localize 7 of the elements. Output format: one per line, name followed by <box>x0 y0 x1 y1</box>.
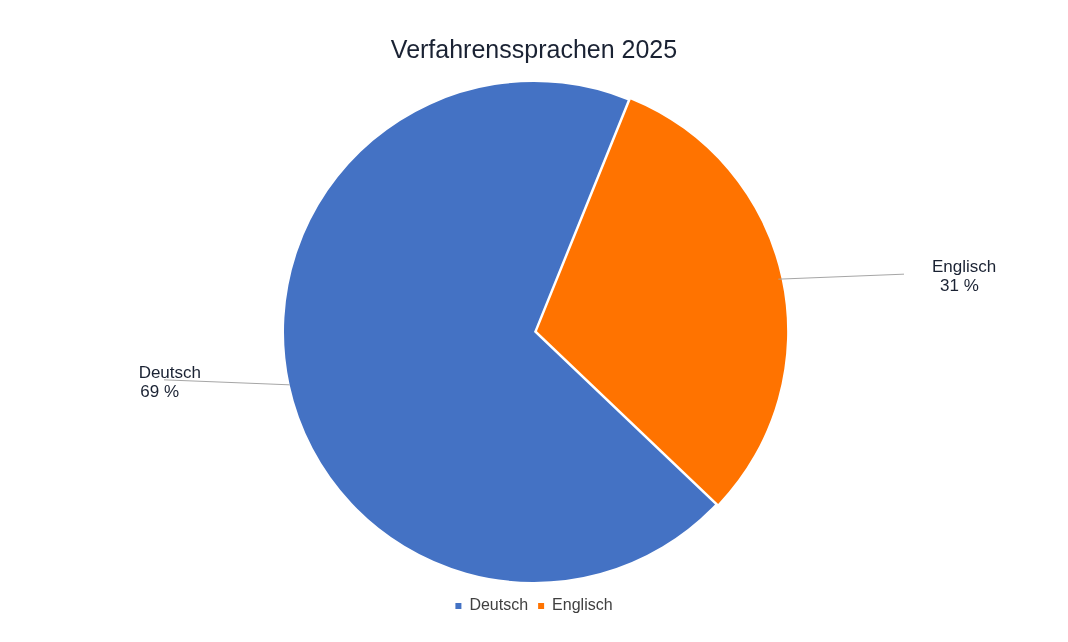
data-label: 31 % <box>940 276 979 296</box>
chart-title: Verfahrenssprachen 2025 <box>390 34 678 63</box>
legend-label: Deutsch <box>469 596 529 614</box>
data-label: 69 % <box>140 382 179 402</box>
slice-label: Englisch <box>932 257 997 277</box>
slice-label: Deutsch <box>138 363 201 383</box>
legend-label: Englisch <box>552 596 613 614</box>
